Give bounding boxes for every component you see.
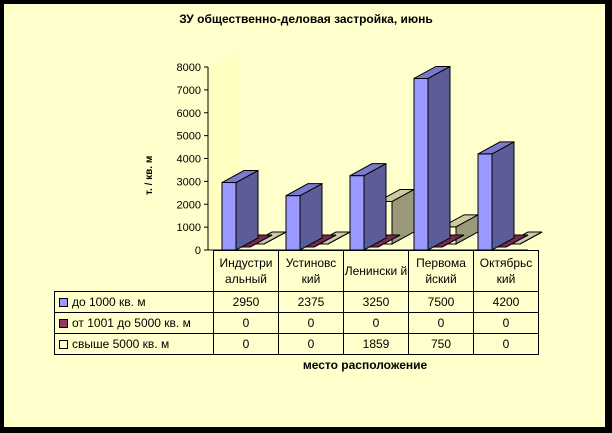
y-tick-label: 7000 (177, 85, 201, 97)
bar-front (413, 77, 429, 251)
y-tick-label: 0 (195, 245, 201, 257)
y-tick-label: 4000 (177, 154, 201, 166)
table-cell: 0 (343, 312, 409, 334)
table-category: Индустри альный (213, 250, 279, 292)
bar-top (285, 183, 323, 197)
legend-label: свыше 5000 кв. м (72, 337, 170, 351)
table-cell: 0 (408, 312, 474, 334)
table-cell: 3250 (343, 291, 409, 313)
table-cell: 0 (473, 312, 539, 334)
table-category: Октябрьс кий (473, 250, 539, 292)
legend-swatch (59, 340, 68, 350)
table-cell: 0 (473, 333, 539, 355)
bar-top (349, 163, 387, 177)
bar-top (413, 65, 451, 79)
legend-label: до 1000 кв. м (72, 295, 146, 309)
bar-front (349, 175, 365, 251)
bar-front (477, 153, 493, 251)
table-row: свыше 5000 кв. м 0 0 1859 750 0 (54, 333, 539, 355)
legend-swatch (59, 298, 68, 308)
bar-side (363, 162, 387, 251)
table-series-label: до 1000 кв. м (54, 291, 214, 313)
bar-side (491, 141, 515, 251)
bar-side (427, 65, 451, 251)
table-cell: 750 (408, 333, 474, 355)
data-table: Индустри альный Устиновс кий Ленински й … (54, 250, 539, 355)
table-cell: 7500 (408, 291, 474, 313)
y-tick-label: 8000 (177, 62, 201, 74)
chart-title: ЗУ общественно-деловая застройка, июнь (179, 12, 433, 26)
x-axis-label: место расположение (302, 358, 428, 372)
table-category: Ленински й (343, 250, 409, 292)
table-row: от 1001 до 5000 кв. м 0 0 0 0 0 (54, 312, 539, 334)
table-row: до 1000 кв. м 2950 2375 3250 7500 4200 (54, 291, 539, 313)
table-category: Первома йский (408, 250, 474, 292)
table-cell: 0 (278, 312, 344, 334)
table-cell: 2950 (213, 291, 279, 313)
y-tick-label: 6000 (177, 108, 201, 120)
table-series-label: от 1001 до 5000 кв. м (54, 312, 214, 334)
table-corner (55, 251, 214, 292)
table-cell: 0 (278, 333, 344, 355)
y-tick-label: 5000 (177, 131, 201, 143)
table-category: Устиновс кий (278, 250, 344, 292)
bar-side (235, 169, 259, 251)
y-tick-label: 2000 (177, 199, 201, 211)
table-cell: 0 (213, 312, 279, 334)
y-tick-label: 3000 (177, 176, 201, 188)
bar-front (221, 182, 237, 251)
table-header-row: Индустри альный Устиновс кий Ленински й … (55, 250, 539, 292)
table-cell: 2375 (278, 291, 344, 313)
table-cell: 4200 (473, 291, 539, 313)
y-tick-label: 1000 (177, 222, 201, 234)
table-series-label: свыше 5000 кв. м (54, 333, 214, 355)
legend-label: от 1001 до 5000 кв. м (72, 316, 191, 330)
legend-swatch (59, 319, 68, 329)
bar-top (477, 141, 515, 155)
bar-front (285, 195, 301, 251)
table-cell: 0 (213, 333, 279, 355)
bar-top (221, 170, 259, 184)
table-cell: 1859 (343, 333, 409, 355)
y-axis-label: т. / кв. м (144, 156, 155, 195)
